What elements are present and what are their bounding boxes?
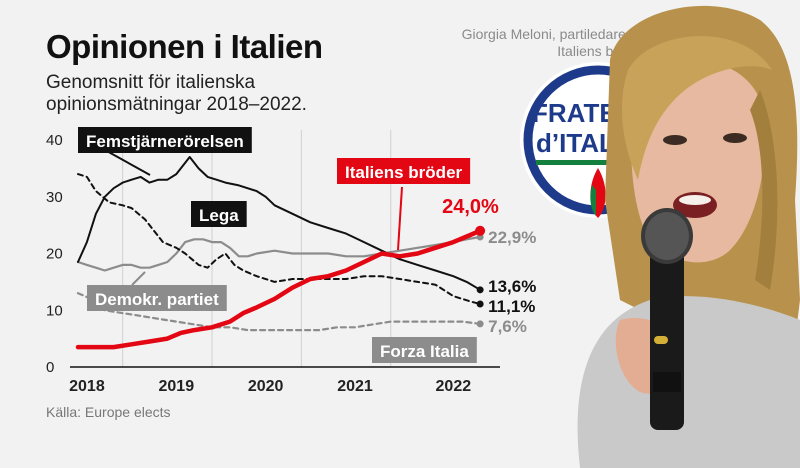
annotation-box-1: [191, 201, 247, 227]
series-endpoint-1: [476, 286, 484, 294]
x-tick-label: 2021: [337, 378, 373, 395]
annotation-label-4: Forza Italia: [380, 342, 469, 361]
y-tick-label: 30: [46, 189, 63, 206]
y-tick-label: 40: [46, 132, 63, 149]
annotation-label-3: Demokr. partiet: [95, 290, 219, 309]
annotation-box-3: [87, 285, 227, 311]
end-label-3: 24,0%: [442, 196, 499, 218]
x-tick-label: 2019: [159, 378, 195, 395]
x-tick-label: 2018: [69, 378, 105, 395]
series-line-0: [77, 173, 482, 305]
series-endpoint-3: [475, 225, 486, 236]
annotation-leader-3: [131, 271, 146, 286]
x-tick-label: 2020: [248, 378, 284, 395]
annotation-leader-2: [397, 186, 403, 251]
end-label-4: 7,6%: [488, 317, 527, 336]
chart-subtitle: Genomsnitt för italienska opinionsmätnin…: [46, 72, 307, 115]
series-endpoint-4: [476, 320, 484, 328]
annotation-label-2: Italiens bröder: [345, 163, 463, 182]
series-line-2: [76, 235, 482, 272]
series-line-3: [75, 228, 483, 350]
end-label-1: 13,6%: [488, 277, 536, 296]
x-tick-label: 2022: [436, 378, 472, 395]
y-tick-label: 20: [46, 246, 63, 263]
y-tick-label: 10: [46, 302, 63, 319]
annotation-box-2: [337, 158, 471, 184]
annotation-box-4: [372, 337, 477, 363]
politician-photo: FRATE d’ITALI: [520, 5, 800, 468]
source-note: Källa: Europe elects: [46, 404, 171, 420]
y-tick-label: 0: [46, 359, 54, 376]
series-line-4: [76, 292, 482, 332]
logo-text-1: FRATE: [532, 98, 617, 128]
annotation-leader-0: [104, 149, 151, 176]
annotation-label-1: Lega: [199, 206, 239, 225]
annotation-label-0: Femstjärnerörelsen: [86, 132, 244, 151]
end-label-2: 22,9%: [488, 228, 536, 247]
annotation-box-0: [78, 127, 252, 153]
series-endpoint-0: [476, 300, 484, 308]
chart-title: Opinionen i Italien: [46, 28, 323, 65]
end-label-0: 11,1%: [488, 297, 535, 316]
